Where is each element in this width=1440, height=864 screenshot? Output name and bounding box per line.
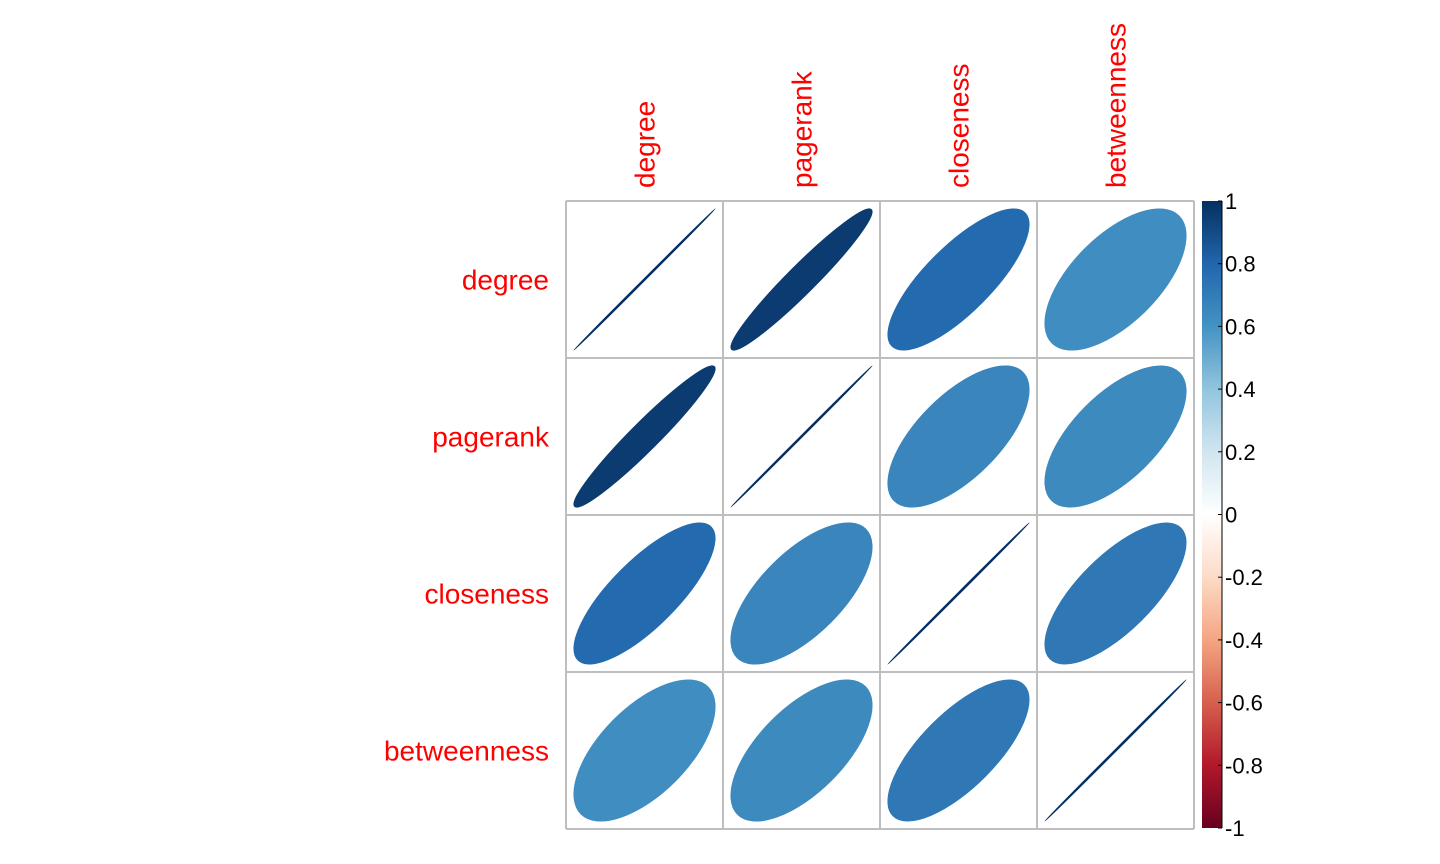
ellipse-pagerank-betweenness — [1044, 365, 1187, 508]
ellipse-betweenness-closeness — [887, 679, 1030, 822]
colorbar-tick-label: 0.6 — [1225, 314, 1256, 339]
column-labels: degree pagerank closeness betweenness — [630, 23, 1132, 188]
ellipse-pagerank-degree — [573, 365, 716, 508]
column-label-closeness: closeness — [944, 63, 975, 188]
ellipse-degree-pagerank — [730, 208, 873, 351]
row-label-betweenness: betweenness — [384, 736, 549, 767]
colorbar-tick-label: 0.2 — [1225, 440, 1256, 465]
row-label-closeness: closeness — [424, 579, 549, 610]
ellipse-pagerank-closeness — [887, 365, 1030, 508]
ellipse-closeness-pagerank — [730, 522, 873, 665]
ellipse-degree-degree — [573, 208, 716, 351]
colorbar-tick-label: 0.8 — [1225, 252, 1256, 277]
column-label-pagerank: pagerank — [787, 70, 818, 188]
matrix-grid — [565, 200, 1195, 830]
row-labels: degree pagerank closeness betweenness — [384, 265, 550, 767]
colorbar-tick-label: -0.6 — [1225, 691, 1263, 716]
color-legend: 1 0.8 0.6 0.4 0.2 0 -0.2 -0.4 -0.6 -0.8 -1 — [1202, 189, 1263, 841]
row-label-pagerank: pagerank — [432, 422, 550, 453]
ellipse-degree-betweenness — [1044, 208, 1187, 351]
ellipse-pagerank-pagerank — [730, 365, 873, 508]
colorbar-tick-label: -0.2 — [1225, 565, 1263, 590]
column-label-degree: degree — [630, 101, 661, 188]
colorbar-tick-label: 0.4 — [1225, 377, 1256, 402]
ellipse-closeness-degree — [573, 522, 716, 665]
row-label-degree: degree — [462, 265, 549, 296]
ellipse-closeness-betweenness — [1044, 522, 1187, 665]
colorbar-tick-label: -0.8 — [1225, 753, 1263, 778]
ellipse-betweenness-betweenness — [1044, 679, 1187, 822]
colorbar-tick-label: 0 — [1225, 503, 1237, 528]
ellipse-betweenness-pagerank — [730, 679, 873, 822]
ellipse-degree-closeness — [887, 208, 1030, 351]
colorbar-tick-label: -0.4 — [1225, 628, 1263, 653]
colorbar-tick-label: -1 — [1225, 816, 1245, 841]
colorbar-tick-label: 1 — [1225, 189, 1237, 214]
colorbar-gradient — [1202, 201, 1222, 828]
column-label-betweenness: betweenness — [1101, 23, 1132, 188]
correlation-cells — [573, 208, 1187, 822]
ellipse-betweenness-degree — [573, 679, 716, 822]
ellipse-closeness-closeness — [887, 522, 1030, 665]
